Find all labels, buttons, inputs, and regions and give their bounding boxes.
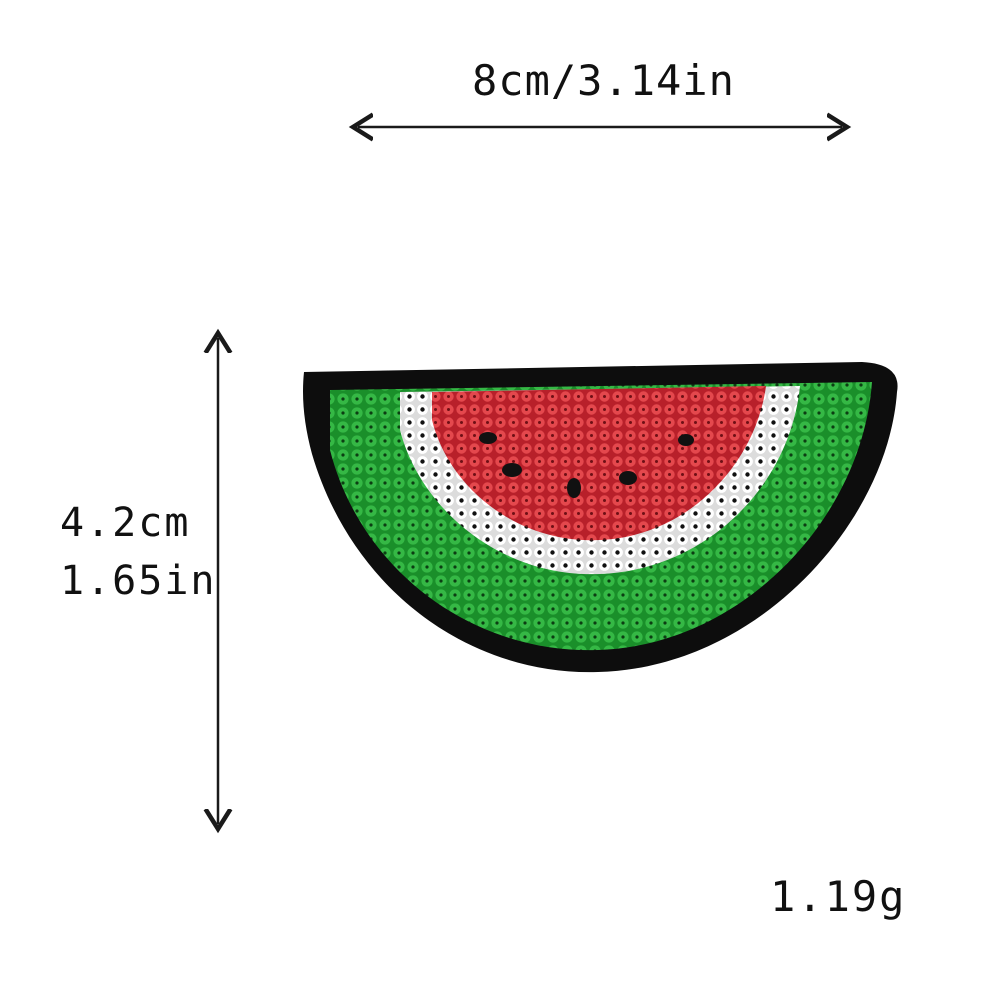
watermelon-patch-image <box>303 362 898 673</box>
seed <box>678 434 694 446</box>
seeds <box>479 432 694 498</box>
seed <box>619 471 637 485</box>
height-dimension-cm-label: 4.2cm <box>60 500 191 546</box>
red-flesh <box>432 386 766 541</box>
height-dimension-in-label: 1.65in <box>60 558 217 604</box>
seed <box>567 478 581 498</box>
seed <box>479 432 497 444</box>
width-dimension-label: 8cm/3.14in <box>472 56 735 105</box>
weight-label: 1.19g <box>770 872 907 921</box>
seed <box>502 463 522 477</box>
